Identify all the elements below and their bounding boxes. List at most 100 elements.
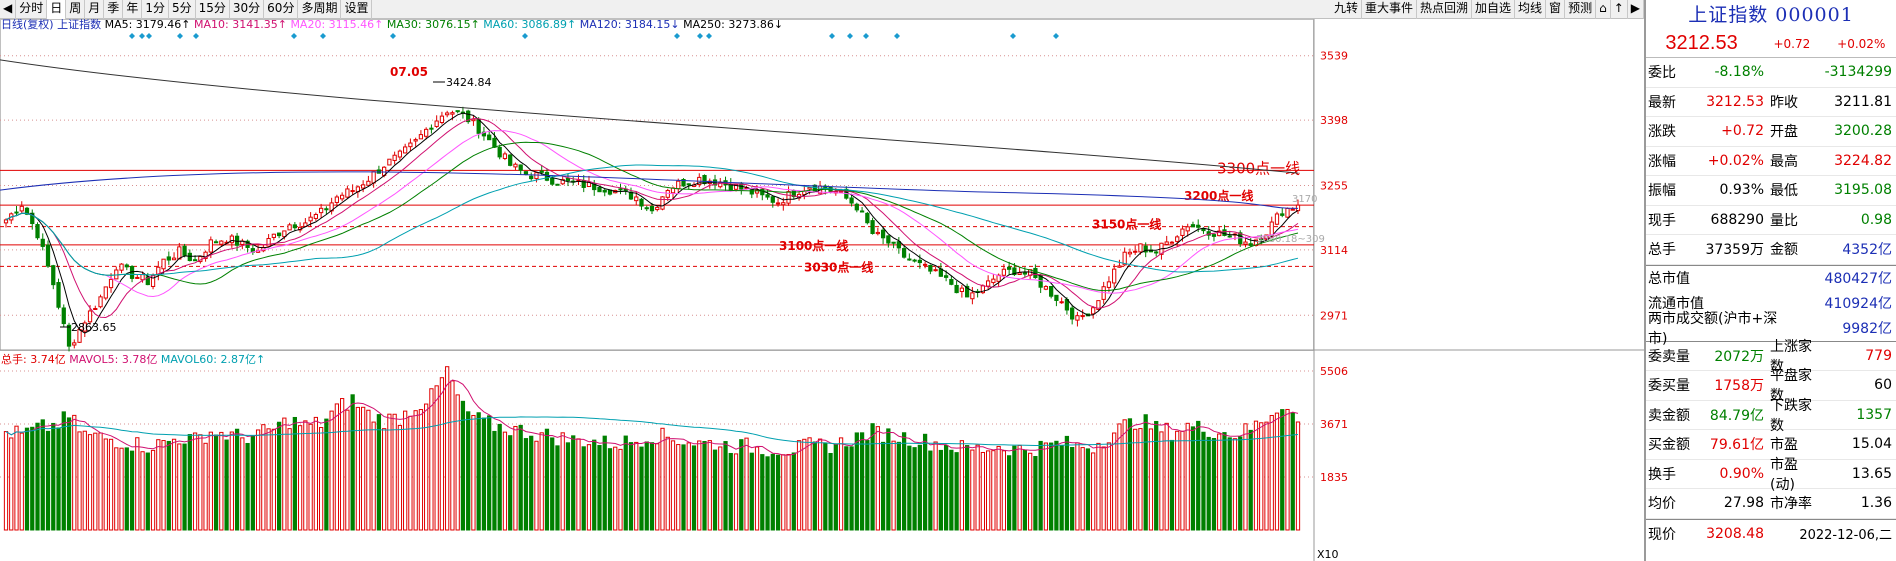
event-marker-2[interactable]: [146, 33, 152, 39]
candle: [271, 233, 276, 241]
event-marker-17[interactable]: [1053, 33, 1059, 39]
volume-bar: [870, 423, 875, 531]
candle: [455, 110, 460, 114]
event-marker-6[interactable]: [320, 33, 326, 39]
toolbar-right-btn-1[interactable]: 重大事件: [1362, 0, 1417, 19]
toolbar-btn-13[interactable]: 设置: [341, 0, 373, 19]
candle: [1196, 219, 1201, 233]
event-marker-5[interactable]: [291, 33, 297, 39]
event-marker-8[interactable]: [522, 33, 528, 39]
toolbar-right-btn-5[interactable]: 窗: [1546, 0, 1566, 19]
event-marker-1[interactable]: [139, 33, 145, 39]
volume-bar: [1091, 452, 1096, 531]
volume-bar: [518, 424, 523, 531]
event-marker-16[interactable]: [1010, 33, 1016, 39]
quote-cell-4-2: 最低: [1770, 183, 1798, 200]
candle: [114, 266, 119, 280]
event-marker-10[interactable]: [697, 33, 703, 39]
event-marker-11[interactable]: [706, 33, 712, 39]
volume-bar: [544, 428, 550, 531]
volume-bar: [928, 450, 933, 531]
event-marker-3[interactable]: [177, 33, 183, 39]
volume-bar: [775, 454, 781, 531]
volume-bar: [980, 451, 986, 531]
market-row-0: 总市值 480427亿: [1646, 266, 1896, 291]
volume-bar: [1043, 442, 1049, 531]
event-marker-9[interactable]: [674, 33, 680, 39]
toolbar-btn-11[interactable]: 60分: [264, 0, 299, 19]
order-cell-3-0: 买金额: [1648, 437, 1690, 454]
toolbar-btn-2[interactable]: 日: [47, 0, 67, 19]
quote-cell-1-1: 3212.53: [1706, 93, 1764, 110]
kline-chart[interactable]: 3539 3398 3255 3114 2971 5506 3671 1835 X10 日线(复权…: [0, 19, 1644, 561]
footer-label: 现价: [1648, 526, 1676, 543]
volume-bar: [623, 435, 628, 531]
toolbar-btn-0[interactable]: ◀: [0, 0, 17, 19]
candle: [1017, 266, 1022, 275]
toolbar-right-btn-2[interactable]: 热点回溯: [1417, 0, 1473, 19]
volume-bar: [219, 431, 224, 531]
volume-bar: [922, 433, 928, 531]
candle: [61, 304, 66, 328]
candle: [1211, 233, 1217, 242]
event-marker-4[interactable]: [193, 33, 199, 39]
candle: [644, 205, 649, 212]
event-marker-14[interactable]: [863, 33, 869, 39]
toolbar-right-btn-6[interactable]: 预测: [1565, 0, 1597, 19]
toolbar-btn-8[interactable]: 5分: [169, 0, 196, 19]
event-marker-13[interactable]: [847, 33, 853, 39]
high-date-label: 07.05: [390, 65, 428, 79]
order-cell-3-1: 79.61亿: [1709, 437, 1764, 454]
toolbar-btn-6[interactable]: 年: [123, 0, 143, 19]
volume-bar: [1211, 438, 1217, 531]
toolbar-right-btn-7[interactable]: ⌂: [1596, 0, 1611, 19]
candle: [171, 252, 177, 261]
volume-bar: [607, 448, 613, 531]
volume-bar: [1201, 431, 1206, 531]
toolbar-btn-7[interactable]: 1分: [142, 0, 169, 19]
toolbar-btn-4[interactable]: 月: [85, 0, 105, 19]
candle: [1217, 226, 1222, 237]
toolbar-btn-10[interactable]: 30分: [230, 0, 265, 19]
candle: [986, 275, 991, 291]
volume-bar: [954, 452, 959, 531]
price-tick-3: 3114: [1320, 244, 1348, 257]
toolbar-right-btn-3[interactable]: 加自选: [1472, 0, 1516, 19]
event-marker-0[interactable]: [129, 33, 135, 39]
candle: [51, 264, 56, 290]
candle: [424, 127, 429, 140]
toolbar-btn-12[interactable]: 多周期: [298, 0, 342, 19]
toolbar-btn-3[interactable]: 周: [66, 0, 86, 19]
candle: [103, 286, 108, 301]
order-row-3: 买金额 79.61亿 市盈 15.04: [1646, 430, 1896, 460]
volume-bar: [1259, 422, 1264, 531]
volume-bar: [996, 445, 1001, 531]
toolbar-btn-1[interactable]: 分时: [16, 0, 48, 19]
toolbar-right-btn-4[interactable]: 均线: [1515, 0, 1547, 19]
toolbar-right-btn-8[interactable]: ↑: [1611, 0, 1628, 19]
event-marker-15[interactable]: [894, 33, 900, 39]
volume-bar: [250, 435, 255, 531]
toolbar-btn-5[interactable]: 季: [104, 0, 124, 19]
toolbar-right-btn-9[interactable]: ▶: [1628, 0, 1644, 19]
candle: [329, 197, 334, 215]
toolbar-right-group: 九转 重大事件 热点回溯 加自选 均线窗预测 ⌂ ↑ ▶: [1331, 0, 1644, 19]
ma20-line: [5, 130, 1299, 298]
volume-bar: [886, 428, 891, 531]
event-marker-7[interactable]: [390, 33, 396, 39]
volume-tick-0: 5506: [1320, 365, 1348, 378]
toolbar-btn-9[interactable]: 15分: [196, 0, 230, 19]
market-rows: 总市值 480427亿 流通市值 410924亿 两市成交额(沪市+深市) 9982亿: [1646, 264, 1896, 347]
candle: [1222, 224, 1227, 237]
candle: [707, 178, 712, 189]
volume-bar: [1243, 423, 1248, 531]
order-cell-5-0: 均价: [1648, 496, 1676, 513]
candle: [1280, 207, 1285, 218]
toolbar-right-btn-0[interactable]: 九转: [1331, 0, 1362, 19]
volume-bar: [1101, 446, 1106, 531]
event-marker-12[interactable]: [829, 33, 835, 39]
volume-bar: [171, 438, 177, 531]
order-cell-2-1: 84.79亿: [1709, 407, 1764, 424]
candle: [19, 201, 24, 214]
volume-legend: 总手: 3.74亿 MAVOL5: 3.78亿 MAVOL60: 2.87亿↑: [1, 352, 265, 366]
